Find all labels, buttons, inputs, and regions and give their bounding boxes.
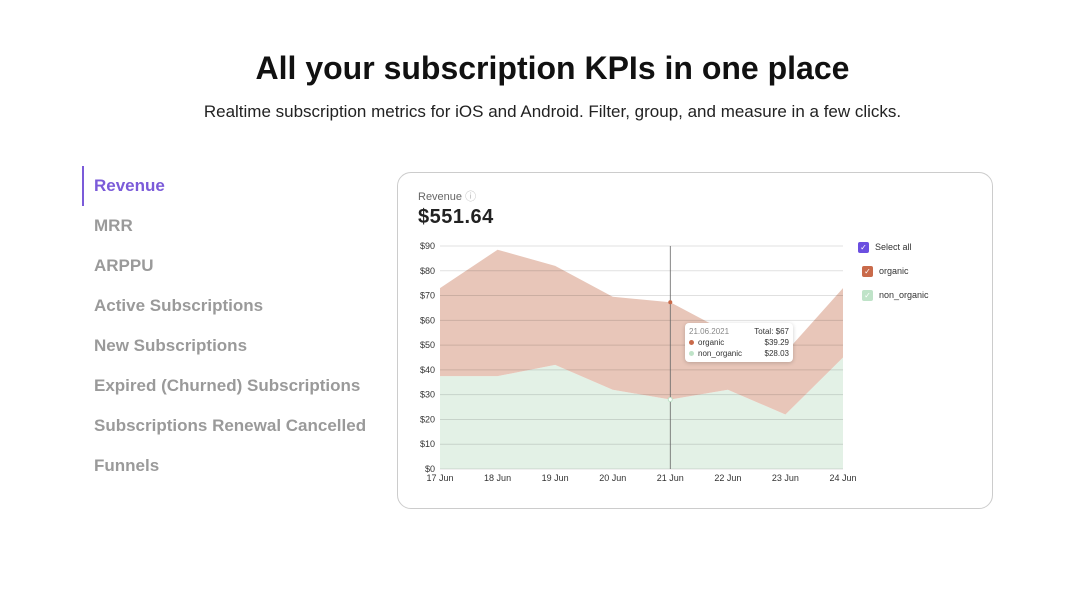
- revenue-card: Revenue ⓘ $551.64 $0 $10 $20 $30 $40 $50 $60 $7…: [397, 172, 993, 509]
- tooltip-date: 21.06.2021: [689, 327, 730, 336]
- nav-item-new-subscriptions[interactable]: New Subscriptions: [94, 336, 248, 355]
- organic-dot-icon: [689, 340, 694, 345]
- tooltip-organic-value: $39.29: [764, 338, 789, 347]
- hover-point-non-organic: [667, 397, 673, 403]
- page-subtitle: Realtime subscription metrics for iOS an…: [203, 102, 902, 121]
- non-organic-dot-icon: [689, 351, 694, 356]
- hover-point-organic: [668, 300, 673, 305]
- x-tick-label: 18 Jun: [484, 473, 511, 483]
- non-organic-checkbox[interactable]: ✓ non_organic: [858, 283, 929, 307]
- select-all-checkbox[interactable]: ✓ Select all: [858, 235, 929, 259]
- select-all-label: Select all: [875, 242, 912, 252]
- tooltip-non-organic-value: $28.03: [764, 349, 789, 358]
- y-tick-label: $70: [420, 291, 435, 301]
- metrics-nav: Revenue MRR ARPPU Active Subscriptions N…: [82, 166, 366, 486]
- y-tick-label: $30: [420, 390, 435, 400]
- nav-item-expired-subscriptions[interactable]: Expired (Churned) Subscriptions: [94, 376, 361, 395]
- x-tick-label: 23 Jun: [772, 473, 799, 483]
- tooltip-total: Total: $67: [754, 327, 789, 336]
- x-tick-label: 19 Jun: [542, 473, 569, 483]
- x-tick-label: 22 Jun: [714, 473, 741, 483]
- nav-item-revenue[interactable]: Revenue: [82, 166, 366, 206]
- page-title: All your subscription KPIs in one place: [255, 50, 850, 86]
- non-organic-label: non_organic: [879, 290, 929, 300]
- y-tick-label: $20: [420, 414, 435, 424]
- y-tick-label: $80: [420, 266, 435, 276]
- tooltip-non-organic-label: non_organic: [698, 349, 743, 358]
- x-tick-label: 20 Jun: [599, 473, 626, 483]
- area-non_organic: [440, 357, 843, 469]
- check-icon: ✓: [858, 241, 869, 253]
- y-tick-label: $50: [420, 340, 435, 350]
- nav-item-arppu[interactable]: ARPPU: [94, 256, 154, 275]
- y-tick-label: $40: [420, 365, 435, 375]
- y-tick-label: $0: [425, 464, 435, 474]
- legend: ✓ Select all ✓ organic ✓ non_organic: [858, 235, 929, 307]
- x-tick-label: 17 Jun: [426, 473, 453, 483]
- tooltip-organic-label: organic: [698, 338, 725, 347]
- tooltip: 21.06.2021 Total: $67 organic $39.29 non_o…: [685, 323, 793, 362]
- help-icon[interactable]: ⓘ: [465, 191, 477, 203]
- nav-item-funnels[interactable]: Funnels: [94, 456, 160, 475]
- check-icon: ✓: [862, 265, 873, 277]
- card-value: $551.64: [418, 206, 494, 228]
- check-icon: ✓: [862, 289, 873, 301]
- revenue-chart[interactable]: $0 $10 $20 $30 $40 $50 $60 $70 $80 $90 17 Jun 18 Ju…: [398, 173, 992, 508]
- nav-item-active-subscriptions[interactable]: Active Subscriptions: [94, 296, 264, 315]
- y-tick-label: $90: [420, 241, 435, 251]
- y-tick-label: $60: [420, 315, 435, 325]
- x-tick-label: 21 Jun: [657, 473, 684, 483]
- area-organic: [440, 249, 843, 415]
- nav-item-mrr[interactable]: MRR: [94, 216, 133, 235]
- nav-item-renewal-cancelled[interactable]: Subscriptions Renewal Cancelled: [94, 416, 367, 435]
- organic-label: organic: [879, 266, 909, 276]
- x-tick-label: 24 Jun: [829, 473, 856, 483]
- organic-checkbox[interactable]: ✓ organic: [858, 259, 929, 283]
- y-tick-label: $10: [420, 439, 435, 449]
- card-title: Revenue: [418, 191, 463, 203]
